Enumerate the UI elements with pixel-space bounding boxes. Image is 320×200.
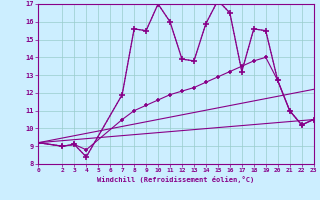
X-axis label: Windchill (Refroidissement éolien,°C): Windchill (Refroidissement éolien,°C) xyxy=(97,176,255,183)
